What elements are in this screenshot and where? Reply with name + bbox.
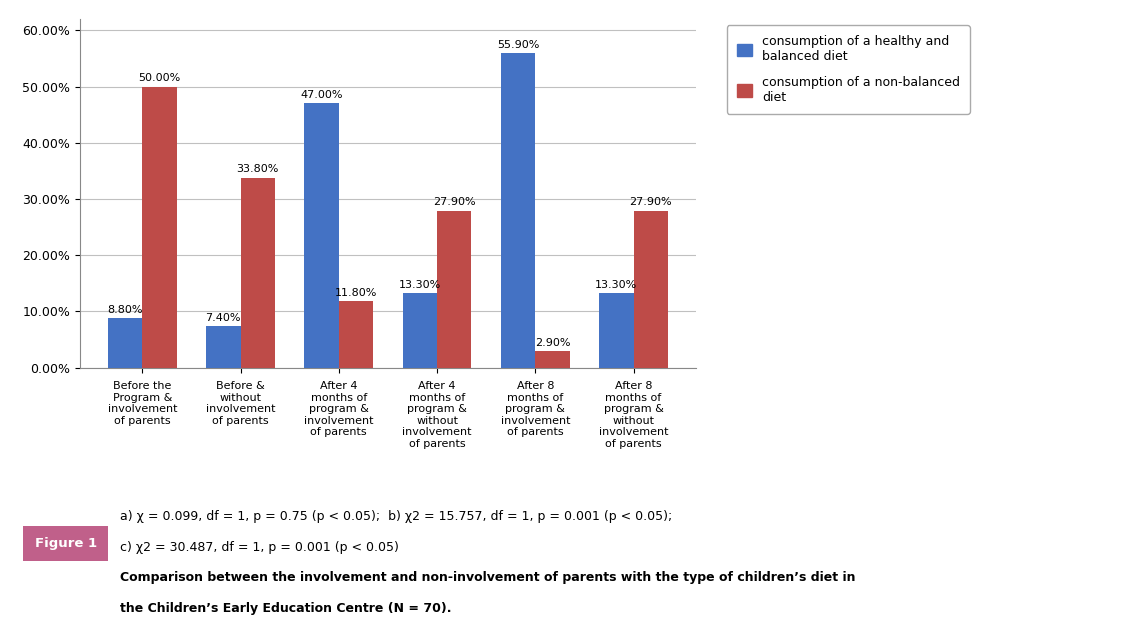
- Bar: [108, 318, 143, 368]
- Text: 47.00%: 47.00%: [300, 90, 342, 100]
- Bar: [207, 326, 241, 368]
- Text: 27.90%: 27.90%: [630, 197, 672, 207]
- Bar: [599, 293, 633, 368]
- Text: 27.90%: 27.90%: [432, 197, 476, 207]
- Bar: [241, 178, 275, 368]
- Text: a) χ = 0.099, df = 1, p = 0.75 (p < 0.05);  b) χ2 = 15.757, df = 1, p = 0.001 (p: a) χ = 0.099, df = 1, p = 0.75 (p < 0.05…: [120, 510, 672, 524]
- Text: 7.40%: 7.40%: [205, 313, 241, 323]
- Text: 13.30%: 13.30%: [398, 280, 442, 290]
- Bar: [501, 53, 535, 368]
- Text: the Children’s Early Education Centre (N = 70).: the Children’s Early Education Centre (N…: [120, 602, 452, 615]
- Text: 33.80%: 33.80%: [236, 164, 278, 174]
- Bar: [535, 351, 569, 368]
- Text: 13.30%: 13.30%: [596, 280, 638, 290]
- Text: 50.00%: 50.00%: [138, 73, 180, 83]
- Legend: consumption of a healthy and
balanced diet, consumption of a non-balanced
diet: consumption of a healthy and balanced di…: [727, 25, 970, 113]
- Bar: [339, 301, 373, 368]
- Text: 2.90%: 2.90%: [535, 338, 570, 348]
- Text: 11.80%: 11.80%: [334, 288, 378, 298]
- Text: Figure 1: Figure 1: [34, 537, 97, 550]
- Bar: [305, 103, 339, 368]
- Bar: [633, 210, 667, 368]
- Text: Comparison between the involvement and non-involvement of parents with the type : Comparison between the involvement and n…: [120, 571, 856, 585]
- Text: c) χ2 = 30.487, df = 1, p = 0.001 (p < 0.05): c) χ2 = 30.487, df = 1, p = 0.001 (p < 0…: [120, 541, 398, 554]
- Bar: [437, 210, 471, 368]
- Text: 8.80%: 8.80%: [107, 305, 143, 315]
- Bar: [143, 86, 177, 368]
- Text: 55.90%: 55.90%: [497, 40, 540, 50]
- Bar: [403, 293, 437, 368]
